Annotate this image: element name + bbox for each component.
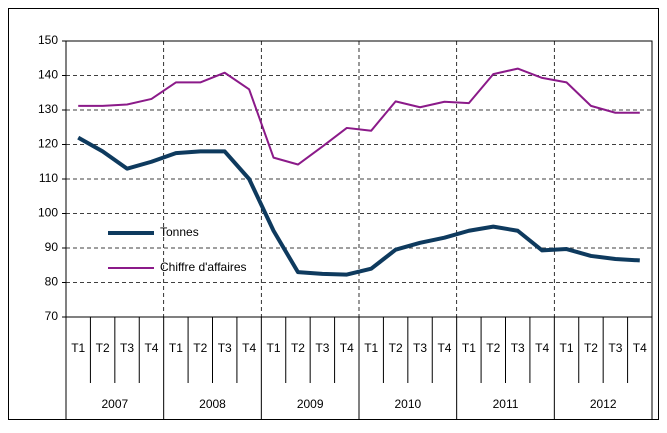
- x-tick-label: T4: [340, 341, 354, 355]
- x-tick-label: T1: [364, 341, 378, 355]
- x-tick-label: T1: [169, 341, 183, 355]
- line-series: [78, 67, 640, 166]
- x-tick-label: T4: [437, 341, 451, 355]
- x-tick-label: T3: [218, 341, 232, 355]
- x-tick-label: T3: [413, 341, 427, 355]
- year-label: 2007: [101, 397, 128, 411]
- year-label: 2008: [199, 397, 226, 411]
- x-tick-label: T2: [193, 341, 207, 355]
- x-tick-label: T3: [120, 341, 134, 355]
- year-label: 2009: [297, 397, 324, 411]
- y-tick-label: 130: [38, 102, 58, 116]
- x-tick-label: T3: [315, 341, 329, 355]
- x-tick-label: T4: [633, 341, 647, 355]
- x-tick-label: T2: [486, 341, 500, 355]
- y-tick-label: 90: [45, 240, 59, 254]
- year-label: 2012: [590, 397, 617, 411]
- y-tick-label: 70: [45, 309, 59, 323]
- x-tick-label: T1: [267, 341, 281, 355]
- y-tick-label: 150: [38, 33, 58, 47]
- frame: [8, 8, 659, 420]
- x-tick-label: T4: [535, 341, 549, 355]
- year-label: 2010: [394, 397, 421, 411]
- y-tick-label: 140: [38, 68, 58, 82]
- year-label: 2011: [493, 397, 519, 411]
- legend-label: Chiffre d'affaires: [160, 260, 247, 274]
- x-tick-label: T2: [96, 341, 110, 355]
- y-tick-label: 120: [38, 137, 58, 151]
- x-tick-label: T4: [144, 341, 158, 355]
- x-tick-label: T3: [608, 341, 622, 355]
- y-tick-label: 100: [38, 206, 58, 220]
- x-tick-label: T3: [511, 341, 525, 355]
- x-tick-label: T2: [584, 341, 598, 355]
- y-tick-label: 80: [45, 275, 59, 289]
- x-tick-label: T4: [242, 341, 256, 355]
- x-tick-label: T1: [462, 341, 476, 355]
- x-tick-label: T2: [291, 341, 305, 355]
- legend-label: Tonnes: [160, 225, 199, 239]
- x-tick-label: T1: [71, 341, 85, 355]
- line-series: [77, 135, 640, 277]
- y-tick-label: 110: [39, 171, 58, 185]
- x-tick-label: T1: [560, 341, 574, 355]
- x-tick-label: T2: [389, 341, 403, 355]
